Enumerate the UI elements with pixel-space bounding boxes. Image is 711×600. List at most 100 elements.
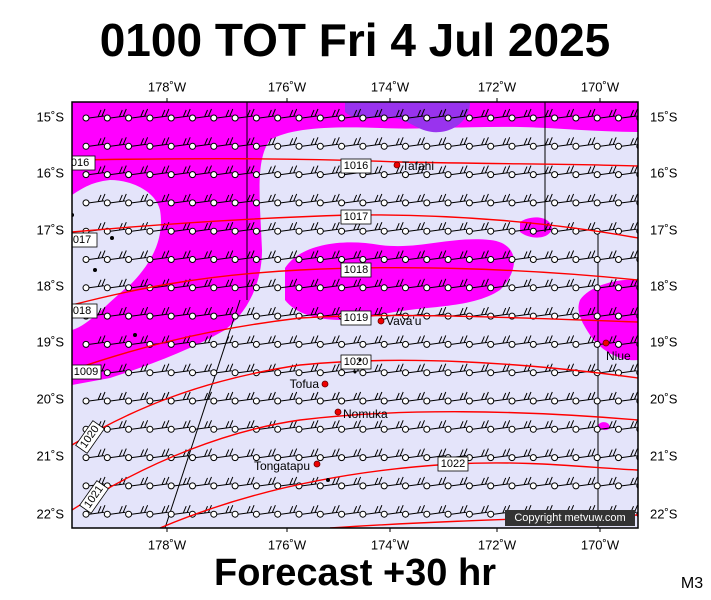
barb	[152, 108, 170, 119]
place-marker	[393, 161, 401, 169]
station	[167, 256, 175, 263]
station	[444, 369, 452, 377]
barb	[110, 165, 127, 176]
station	[508, 171, 516, 179]
barb	[88, 137, 106, 147]
barb	[238, 306, 255, 317]
isobar-label-box	[72, 303, 98, 319]
station	[210, 454, 218, 462]
barb	[216, 505, 234, 515]
station	[146, 397, 154, 405]
barb	[472, 448, 489, 459]
barb	[536, 278, 553, 289]
station	[572, 454, 580, 462]
station	[125, 340, 133, 348]
barb	[216, 137, 234, 147]
station	[529, 340, 537, 348]
barb	[578, 278, 596, 289]
barb	[451, 505, 468, 515]
barb	[387, 278, 404, 289]
barb	[408, 108, 425, 119]
isobar-label-text: 1018	[344, 264, 368, 276]
barb	[259, 335, 276, 345]
place-name: Tofua	[290, 377, 320, 391]
station	[231, 284, 239, 292]
barb	[493, 137, 511, 147]
station	[125, 369, 133, 377]
barb	[110, 306, 127, 317]
barb	[216, 306, 234, 317]
station	[252, 510, 260, 518]
barb	[195, 391, 212, 402]
barb	[493, 165, 511, 176]
barb	[216, 193, 234, 204]
isobar-label: 1018	[340, 262, 372, 278]
station	[529, 142, 537, 150]
barb	[578, 391, 596, 402]
station	[572, 397, 580, 405]
station	[402, 114, 409, 122]
station	[529, 256, 537, 263]
station	[125, 482, 133, 490]
station	[593, 454, 601, 462]
station	[487, 482, 495, 490]
station	[210, 340, 218, 348]
barb	[259, 391, 276, 402]
station	[146, 142, 154, 150]
station	[423, 397, 431, 405]
barb	[152, 193, 170, 204]
isobar-label: 1017	[340, 209, 372, 225]
barb	[451, 165, 468, 176]
station	[338, 454, 346, 462]
barb	[387, 363, 404, 374]
station	[380, 397, 388, 405]
barb	[301, 505, 319, 515]
station	[316, 482, 324, 490]
station	[82, 142, 90, 150]
barb	[408, 476, 425, 487]
station	[487, 454, 495, 462]
station	[82, 510, 90, 518]
barb	[323, 137, 340, 147]
barb	[600, 420, 617, 430]
barb	[131, 278, 149, 289]
isobar-label-box	[340, 158, 372, 174]
station	[125, 510, 133, 518]
barb	[174, 165, 191, 176]
barb	[643, 194, 659, 203]
isobar-label-text: 1016	[344, 160, 368, 172]
barb	[174, 391, 191, 402]
lat-label: 21˚S	[650, 448, 678, 463]
station	[189, 227, 196, 235]
barb	[429, 250, 447, 260]
barb	[387, 108, 404, 119]
station	[125, 256, 133, 263]
station	[167, 284, 175, 292]
station	[402, 340, 409, 348]
station	[125, 284, 133, 292]
barb	[110, 391, 127, 402]
barb	[472, 335, 489, 345]
isobar-label-box	[340, 209, 372, 225]
station	[295, 425, 303, 433]
barb	[536, 476, 553, 487]
barb	[131, 165, 149, 176]
barb	[152, 137, 170, 147]
station	[615, 199, 622, 207]
barb	[621, 222, 638, 232]
station	[359, 114, 367, 122]
barb	[301, 165, 319, 176]
place-name: Tafahi	[402, 159, 434, 173]
barb	[280, 108, 298, 119]
station	[615, 114, 622, 122]
barb	[387, 193, 404, 204]
barb	[514, 391, 532, 402]
lon-label: 178˚W	[148, 537, 187, 552]
barb	[387, 505, 404, 515]
barb	[238, 165, 255, 176]
station	[146, 510, 154, 518]
barb	[238, 278, 255, 289]
barb	[110, 108, 127, 119]
isobar-label: 1022	[437, 456, 469, 472]
station	[593, 482, 601, 490]
